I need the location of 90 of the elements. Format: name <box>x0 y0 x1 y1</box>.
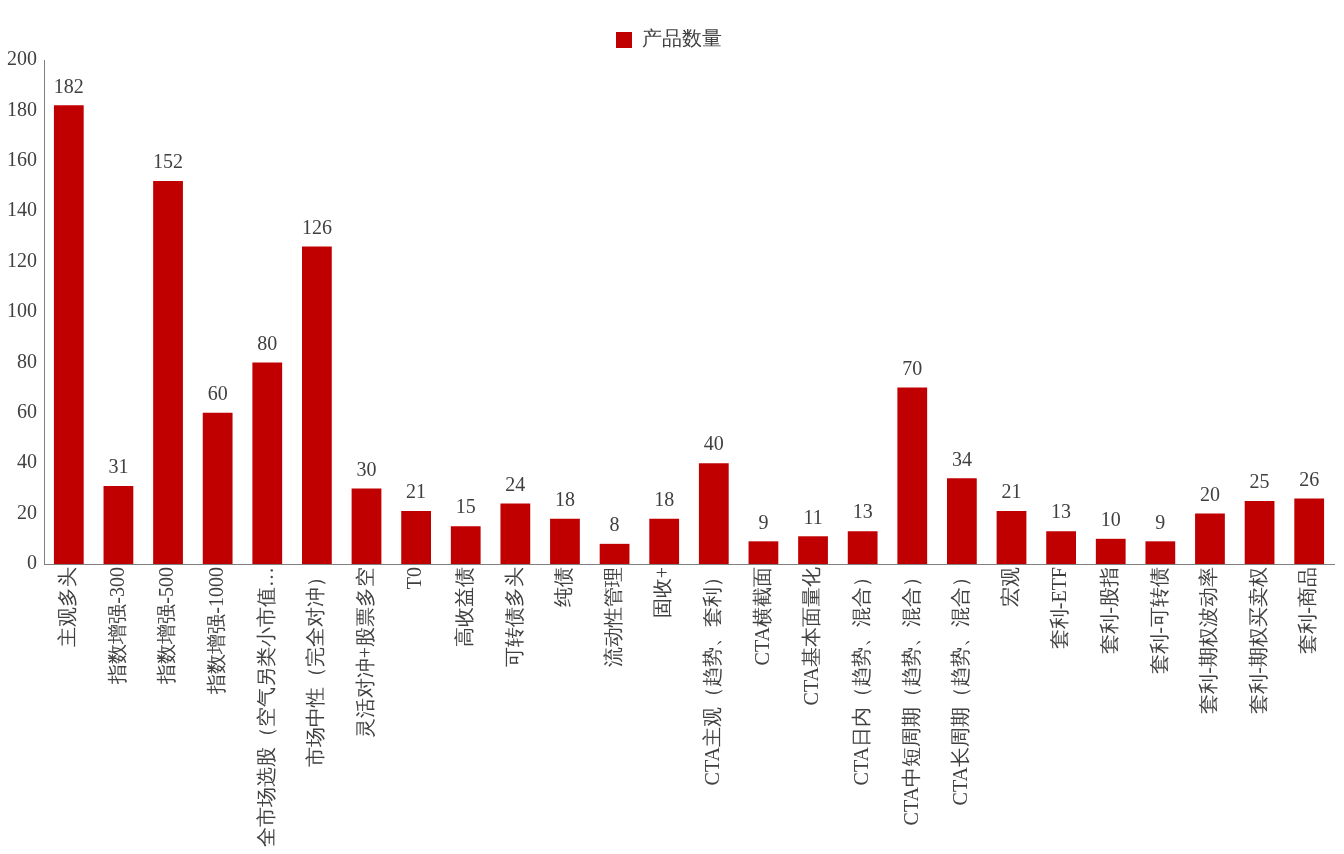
x-tick-label: 套利-期权买卖权 <box>1246 567 1269 714</box>
y-tick-label: 200 <box>7 47 37 70</box>
bar <box>897 387 928 564</box>
data-label: 9 <box>758 510 769 533</box>
y-tick-label: 40 <box>17 450 37 473</box>
x-tick-label: 套利-股指 <box>1097 567 1120 654</box>
y-tick-label: 120 <box>7 248 37 271</box>
bar <box>1046 531 1076 564</box>
bar <box>550 518 580 564</box>
data-label: 24 <box>505 472 526 495</box>
bar <box>947 478 977 564</box>
x-tick-label: CTA中短周期（趋势、混合） <box>899 567 922 826</box>
x-tick-label: 灵活对冲+股票多空 <box>353 567 376 739</box>
x-tick-label: 套利-期权波动率 <box>1197 567 1220 714</box>
data-label: 126 <box>301 215 332 238</box>
data-label: 21 <box>1001 480 1022 503</box>
bar <box>103 485 134 564</box>
data-label: 182 <box>53 74 84 97</box>
data-label: 18 <box>654 487 675 510</box>
bar <box>450 526 481 564</box>
x-tick-label: 纯债 <box>552 567 575 607</box>
legend-label: 产品数量 <box>642 27 722 50</box>
x-tick-label: 套利-商品 <box>1296 567 1319 654</box>
y-tick-label: 100 <box>7 299 37 322</box>
data-label: 152 <box>153 150 184 173</box>
bar <box>996 511 1027 564</box>
data-label: 70 <box>902 356 923 379</box>
data-label: 9 <box>1155 510 1166 533</box>
bar <box>599 543 630 564</box>
bar <box>1244 501 1275 564</box>
bar <box>798 536 828 564</box>
x-tick-label: 固收+ <box>651 567 674 619</box>
bar <box>1145 541 1176 564</box>
data-label: 20 <box>1199 482 1220 505</box>
data-label: 18 <box>554 487 575 510</box>
data-label: 34 <box>951 447 972 470</box>
bar <box>202 412 233 564</box>
bar <box>153 180 183 564</box>
x-tick-label: T0 <box>403 567 426 590</box>
data-label: 40 <box>703 432 724 455</box>
x-tick-label: 套利-可转债 <box>1147 567 1170 674</box>
x-tick-label: 宏观 <box>998 567 1021 607</box>
bar <box>1294 498 1325 564</box>
x-tick-label: 指数增强-1000 <box>204 567 227 695</box>
y-tick-label: 60 <box>17 400 37 423</box>
data-label: 21 <box>406 480 427 503</box>
data-label: 10 <box>1100 508 1121 531</box>
bar <box>748 541 779 564</box>
bar <box>53 105 84 564</box>
data-label: 15 <box>455 495 476 518</box>
data-label: 11 <box>803 505 823 528</box>
y-tick-label: 80 <box>17 349 37 372</box>
x-tick-label: 指数增强-500 <box>155 567 178 685</box>
x-tick-label: CTA横截面 <box>750 567 773 666</box>
y-tick-label: 140 <box>7 198 37 221</box>
x-tick-label: 套利-ETF <box>1048 567 1071 650</box>
x-tick-label: CTA日内（趋势、混合） <box>849 567 872 786</box>
x-tick-label: 可转债多头 <box>502 567 525 667</box>
bar <box>500 503 531 564</box>
y-tick-label: 20 <box>17 500 37 523</box>
bar <box>401 511 431 564</box>
bar <box>351 488 382 564</box>
x-tick-label: CTA主观（趋势、套利） <box>701 567 724 786</box>
bar <box>1095 538 1126 564</box>
data-label: 13 <box>1051 500 1072 523</box>
bar <box>302 246 332 564</box>
x-tick-label: CTA基本面量化 <box>800 567 823 706</box>
data-label: 80 <box>257 331 278 354</box>
y-tick-label: 0 <box>27 551 37 574</box>
x-tick-label: 主观多头 <box>56 567 79 647</box>
bar <box>1195 513 1225 564</box>
data-label: 30 <box>356 457 377 480</box>
data-label: 26 <box>1299 467 1320 490</box>
y-tick-label: 180 <box>7 97 37 120</box>
x-tick-label: 高收益债 <box>452 567 475 647</box>
y-tick-label: 160 <box>7 148 37 171</box>
bar <box>847 531 878 564</box>
bar <box>698 463 729 564</box>
bar <box>649 518 680 564</box>
x-tick-label: 流动性管理 <box>601 567 624 667</box>
data-label: 60 <box>207 382 228 405</box>
bar <box>252 362 283 564</box>
x-tick-label: 全市场选股（空气另类小市值… <box>254 567 277 847</box>
data-label: 13 <box>852 500 873 523</box>
x-tick-label: 指数增强-300 <box>105 567 128 685</box>
data-label: 31 <box>108 455 129 478</box>
x-tick-label: 市场中性（完全对冲） <box>304 567 327 767</box>
data-label: 8 <box>609 513 620 536</box>
x-tick-label: CTA长周期（趋势、混合） <box>949 567 972 806</box>
data-label: 25 <box>1249 470 1270 493</box>
